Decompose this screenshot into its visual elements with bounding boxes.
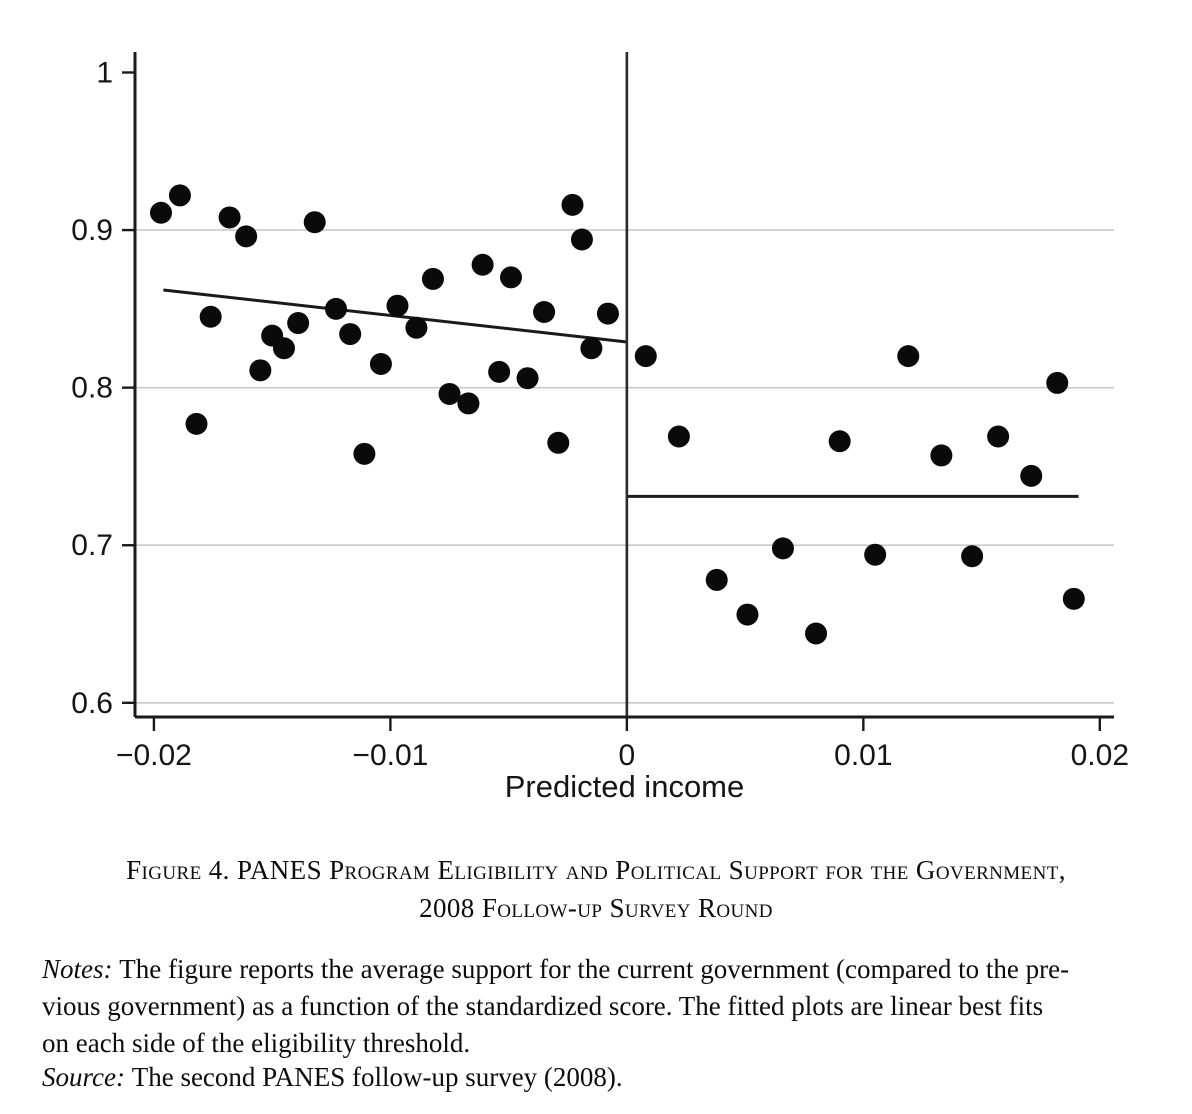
data-point (353, 442, 376, 465)
y-tick-label: 0.9 (71, 214, 113, 247)
data-point (150, 201, 173, 224)
figure-source: Source: The second PANES follow-up surve… (42, 1062, 623, 1093)
data-point (218, 206, 241, 229)
data-point (771, 537, 794, 560)
data-point (235, 225, 258, 248)
data-point (303, 211, 326, 234)
data-point (596, 302, 619, 325)
caption-line-2: 2008 Follow-up Survey Round (419, 893, 773, 923)
y-tick-label: 0.7 (71, 529, 113, 562)
x-tick-label: 0.01 (834, 739, 892, 772)
notes-text-1: The figure reports the average support f… (119, 954, 1070, 984)
source-label: Source: (42, 1062, 125, 1092)
data-point (667, 425, 690, 448)
notes-label: Notes: (42, 954, 113, 984)
data-point (987, 425, 1010, 448)
scatter-plot: 1 0.9 0.8 0.7 0.6−0.02 −0.01 0 0.01 0.02 Predicte… (71, 52, 1129, 804)
data-point (457, 392, 480, 415)
data-point (1020, 464, 1043, 487)
y-tick-label: 0.8 (71, 372, 113, 405)
source-text: The second PANES follow-up survey (2008)… (131, 1062, 623, 1092)
data-point (438, 382, 461, 405)
x-tick-label: −0.02 (116, 739, 192, 772)
data-point (386, 294, 409, 317)
notes-line-2: vious government) as a function of the s… (42, 991, 1044, 1021)
x-tick-label: 0 (619, 739, 636, 772)
x-tick-label: 0.02 (1071, 739, 1129, 772)
data-point (168, 184, 191, 207)
caption-line-1: Figure 4. PANES Program Eligibility and … (126, 855, 1066, 885)
y-tick-label: 0.6 (71, 687, 113, 720)
notes-line-1: Notes: The figure reports the average su… (42, 951, 1158, 988)
notes-line-3: on each side of the eligibility threshol… (42, 1028, 471, 1058)
data-point (499, 266, 522, 289)
data-point (634, 345, 657, 368)
data-point (561, 193, 584, 216)
data-point (488, 360, 511, 383)
data-point (405, 316, 428, 339)
chart-area: 1 0.9 0.8 0.7 0.6 −0.02 −0.01 0 0.01 0.02 Predicte… (71, 52, 1129, 804)
x-tick-label: −0.01 (352, 739, 428, 772)
data-point (533, 301, 556, 324)
data-point (705, 568, 728, 591)
data-point (828, 430, 851, 453)
data-point (471, 253, 494, 276)
data-point (864, 543, 887, 566)
figure-caption: Figure 4. PANES Program Eligibility and … (0, 851, 1192, 927)
data-point (1046, 371, 1069, 394)
data-point (570, 228, 593, 251)
data-point (1062, 587, 1085, 610)
figure-notes: Notes: The figure reports the average su… (42, 951, 1158, 1062)
data-point (897, 345, 920, 368)
data-point (199, 305, 222, 328)
data-point (961, 545, 984, 568)
x-axis-title: Predicted income (505, 769, 745, 804)
data-point (249, 359, 272, 382)
data-point (325, 297, 348, 320)
data-point (421, 267, 444, 290)
data-point (805, 622, 828, 645)
y-tick-label: 1 (96, 56, 113, 89)
data-point (287, 312, 310, 335)
data-point (930, 444, 953, 467)
data-point (339, 323, 362, 346)
data-point (580, 337, 603, 360)
data-point (516, 367, 539, 390)
data-point (736, 603, 759, 626)
data-point (369, 353, 392, 376)
data-point (547, 431, 570, 454)
data-point (185, 412, 208, 435)
data-point (272, 337, 295, 360)
